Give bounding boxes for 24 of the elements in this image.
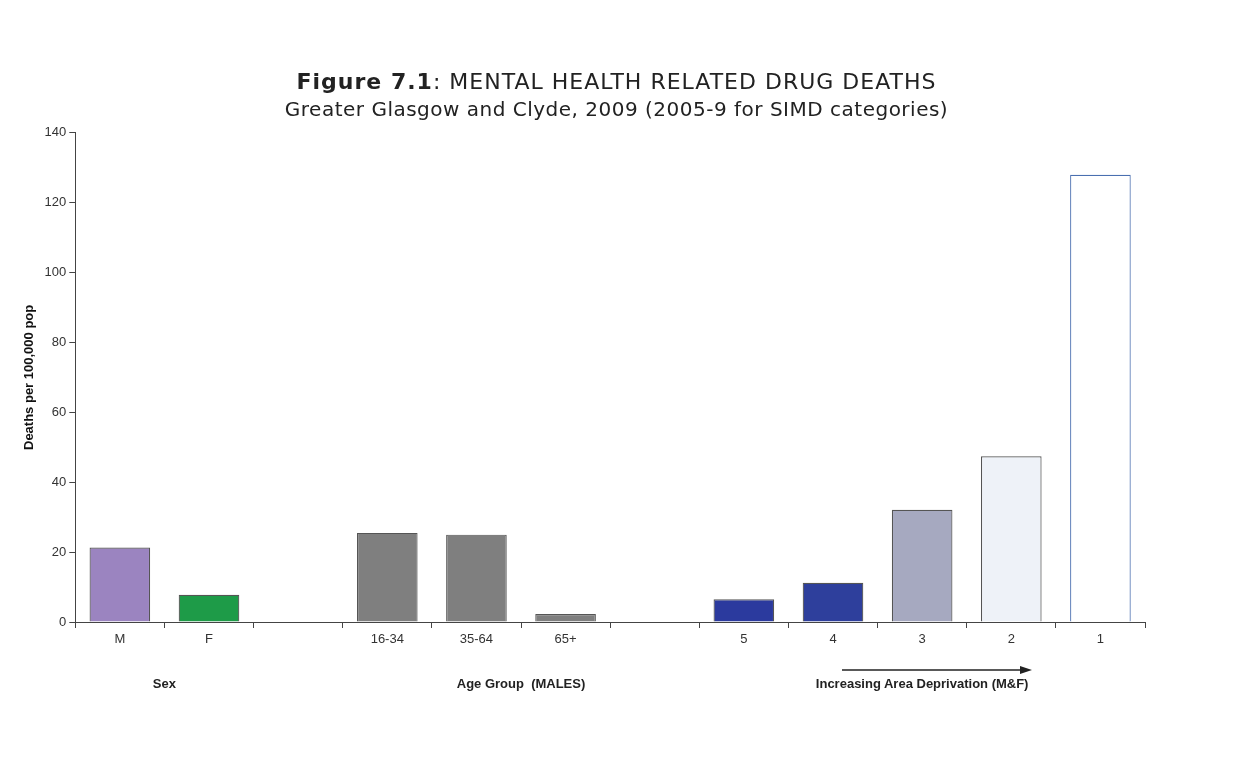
text: Age Group (MALES)	[456, 675, 586, 691]
y-tick-label: 20	[51, 543, 67, 559]
x-tick-label: 1	[1096, 631, 1105, 647]
y-tick-label: 0	[59, 613, 67, 629]
x-tick-label: 16-34	[370, 631, 404, 647]
x-tick-label: 2	[1007, 631, 1015, 647]
y-tick-label: 40	[51, 473, 67, 489]
chart-title: Figure 7.1: MENTAL HEALTH RELATED DRUG DEATHS	[296, 69, 937, 94]
x-tick-label: 5	[740, 631, 748, 647]
chart-subtitle: Greater Glasgow and Clyde, 2009 (2005-9 for SIMD categories)	[283, 96, 950, 122]
text: Increasing Area Deprivation (M&F)	[815, 675, 1029, 691]
x-tick-label: 4	[829, 631, 837, 647]
x-tick-label: 65+	[554, 631, 577, 647]
text: Sex	[152, 675, 177, 691]
x-tick-label: 35-64	[459, 631, 494, 647]
y-tick-label: 100	[44, 264, 67, 280]
y-axis-title: Deaths per 100,000 pop	[21, 304, 37, 451]
y-tick-label: 60	[51, 403, 67, 419]
x-tick-label: F	[205, 631, 214, 647]
y-tick-label: 80	[51, 334, 67, 350]
x-tick-label: M	[114, 631, 126, 647]
y-tick-label: 140	[44, 124, 67, 140]
y-tick-label: 120	[44, 194, 67, 210]
x-tick-label: 3	[918, 631, 926, 647]
